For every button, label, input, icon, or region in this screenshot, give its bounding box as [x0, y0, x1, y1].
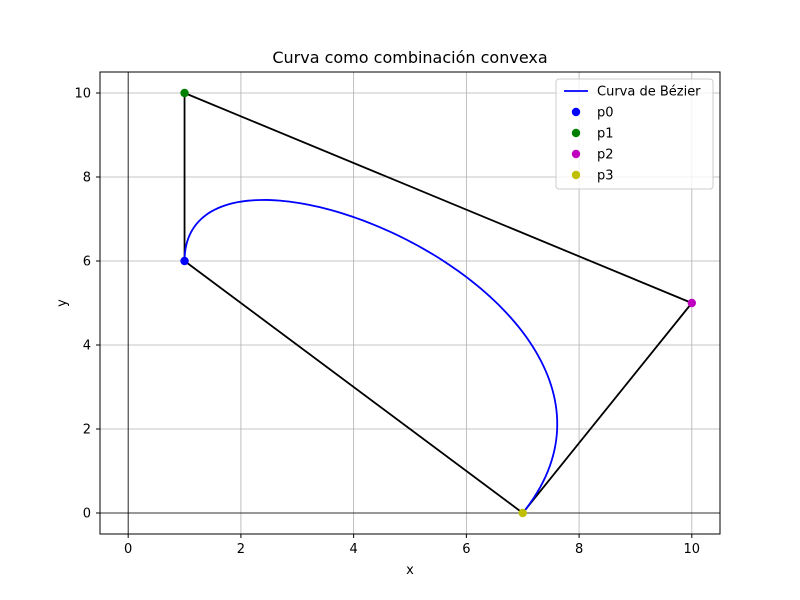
control-polygon [183, 92, 693, 514]
bezier-curve-line [183, 199, 559, 514]
legend-entry-label: p0 [597, 106, 614, 121]
bezier-curve-layer [183, 199, 559, 514]
chart-title: Curva como combinación convexa [272, 48, 547, 67]
x-tick-label: 6 [462, 542, 470, 557]
plot-frame [99, 71, 721, 535]
zero-axis-lines [100, 72, 720, 534]
legend-swatch-p3 [571, 170, 581, 180]
x-tick-label: 4 [349, 542, 357, 557]
control-polygon-segment [183, 92, 693, 304]
y-axis-label: y [55, 299, 70, 307]
point-p0 [180, 256, 189, 266]
legend-entry-label: p3 [597, 169, 614, 184]
point-p1 [180, 88, 189, 98]
x-axis-label: x [406, 563, 414, 578]
x-tick-label: 10 [684, 542, 701, 557]
legend-swatch-p1 [571, 128, 581, 138]
y-tick-label: 0 [83, 507, 91, 522]
y-tick-label: 8 [83, 171, 91, 186]
y-tick-label: 6 [83, 255, 91, 270]
point-p2 [687, 298, 697, 308]
y-tick-label: 10 [74, 87, 91, 102]
x-tick-label: 0 [124, 542, 132, 557]
x-tick-label: 2 [237, 542, 245, 557]
legend-entry-label: p2 [597, 148, 614, 163]
legend: Curva de Bézier p0 p1 p2 p3 [555, 78, 714, 190]
axis-ticks: 0 2 4 6 8 10 0 2 4 6 8 10 [74, 87, 700, 558]
control-polygon-segment [183, 260, 524, 514]
point-p3 [518, 508, 527, 518]
control-points [180, 88, 697, 518]
legend-entry-label: Curva de Bézier [597, 85, 701, 100]
control-polygon-segment [521, 302, 693, 514]
y-tick-label: 4 [83, 339, 91, 354]
y-tick-label: 2 [83, 423, 91, 438]
legend-box [555, 78, 714, 190]
legend-entry-label: p1 [597, 127, 614, 142]
x-tick-label: 8 [575, 542, 583, 557]
legend-swatch-p0 [571, 107, 581, 117]
legend-swatch-p2 [571, 149, 581, 159]
